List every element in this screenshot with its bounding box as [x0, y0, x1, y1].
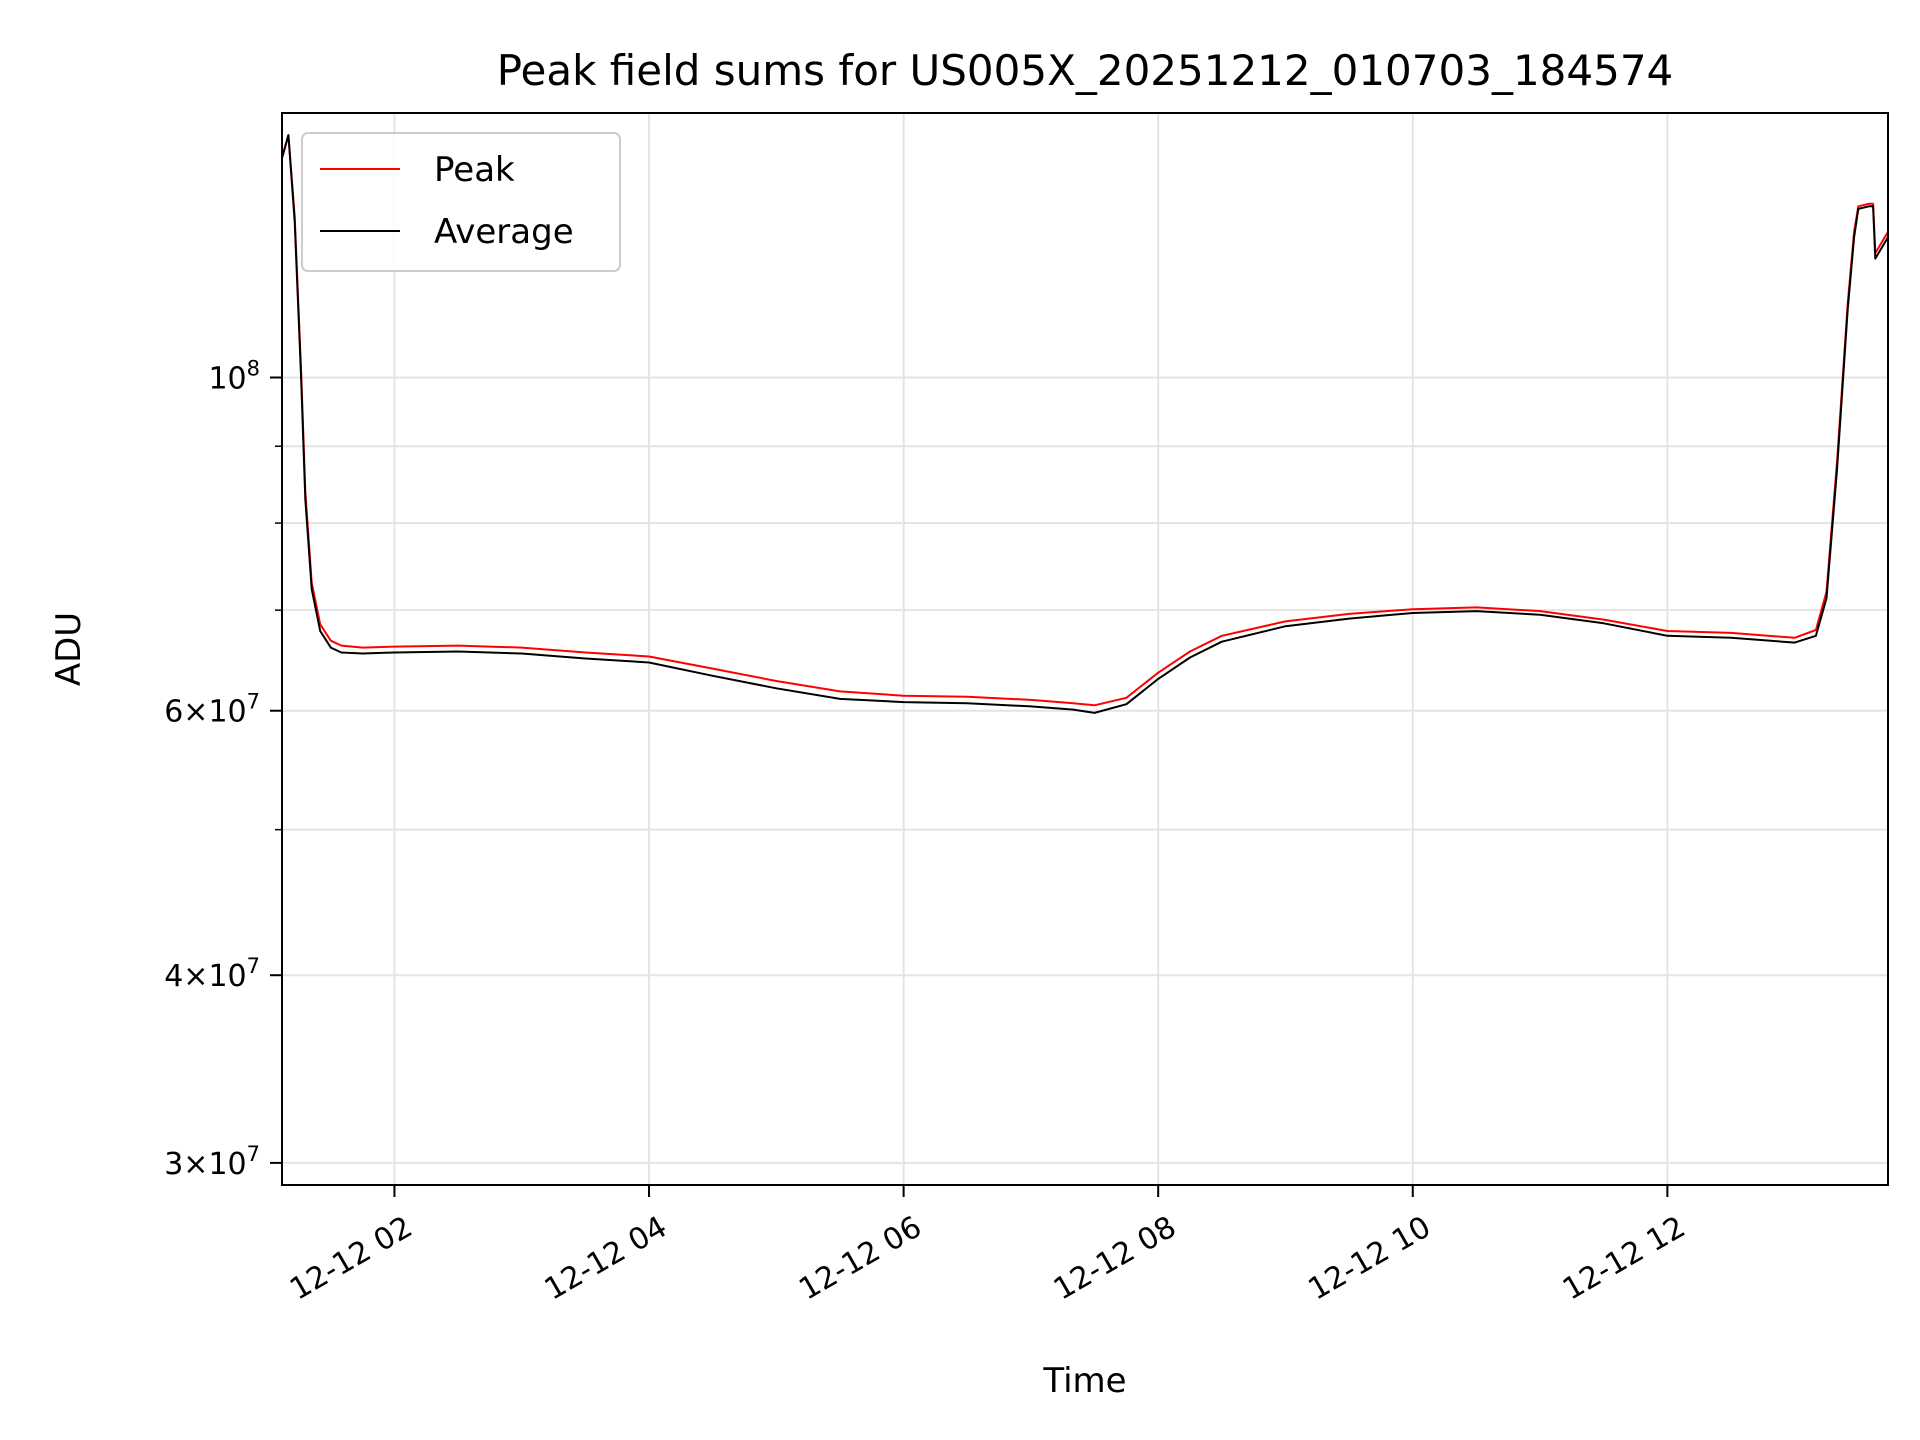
x-axis-label: Time: [1042, 1361, 1126, 1401]
legend-label-average: Average: [434, 212, 574, 252]
grid: [282, 113, 1888, 1185]
y-tick-label: 108: [208, 356, 260, 396]
legend: Peak Average: [301, 132, 621, 272]
y-axis-label: ADU: [49, 612, 89, 686]
legend-label-peak: Peak: [434, 150, 515, 190]
series-lines: [282, 134, 1888, 714]
y-tick-label: 3×107: [164, 1142, 260, 1182]
y-tick-label: 4×107: [164, 954, 260, 994]
series-line-average: [282, 134, 1888, 714]
y-axis: 3×107 4×107 6×107 108: [164, 356, 282, 1182]
plot-frame: [281, 112, 1889, 1186]
y-tick-label: 6×107: [164, 690, 260, 730]
chart-title: Peak field sums for US005X_20251212_0107…: [497, 46, 1674, 95]
legend-box: [301, 132, 621, 272]
